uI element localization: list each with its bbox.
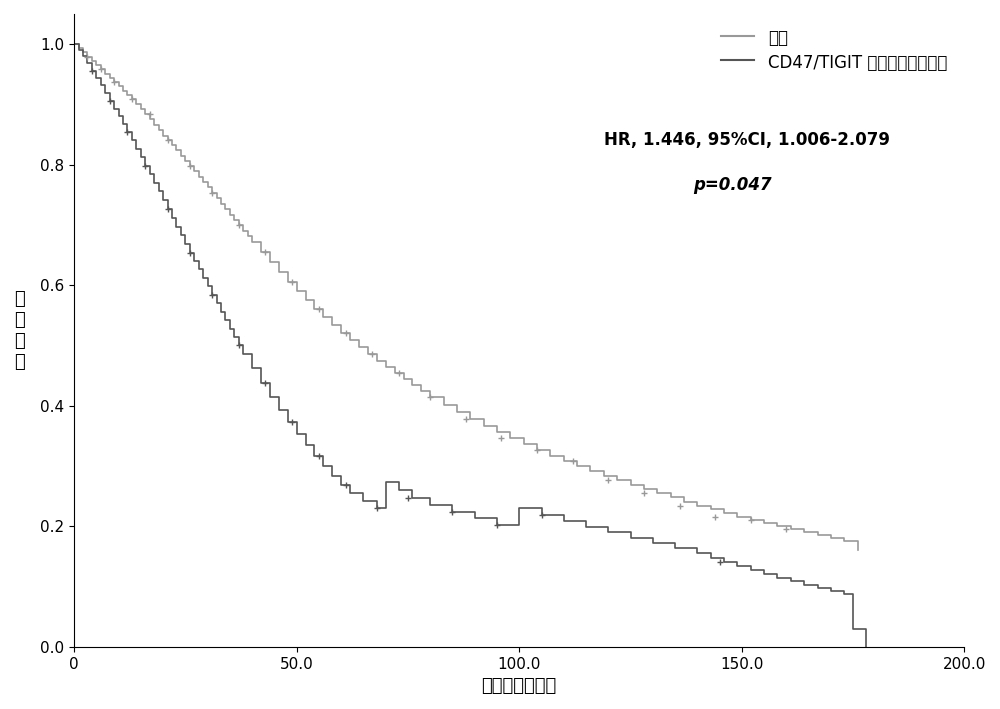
其他 [153,126,165,135]
CD47/TIGIT 转录水平双高表达 [68,40,80,48]
X-axis label: 生存时间（月）: 生存时间（月） [482,677,557,695]
CD47/TIGIT 转录水平双高表达 [580,523,592,531]
Line: 其他: 其他 [74,44,858,550]
CD47/TIGIT 转录水平双高表达 [153,187,165,196]
其他 [135,105,147,113]
Text: p=0.047: p=0.047 [693,176,771,194]
Y-axis label: 总
生
存
率: 总 生 存 率 [14,290,25,371]
Legend: 其他, CD47/TIGIT 转录水平双高表达: 其他, CD47/TIGIT 转录水平双高表达 [721,28,947,72]
其他 [121,91,133,99]
CD47/TIGIT 转录水平双高表达 [166,214,178,223]
Text: HR, 1.446, 95%CI, 1.006-2.079: HR, 1.446, 95%CI, 1.006-2.079 [604,131,890,150]
其他 [852,546,864,554]
CD47/TIGIT 转录水平双高表达 [237,350,249,358]
CD47/TIGIT 转录水平双高表达 [170,223,182,231]
其他 [68,40,80,48]
其他 [300,296,312,304]
Line: CD47/TIGIT 转录水平双高表达: CD47/TIGIT 转录水平双高表达 [74,44,866,647]
CD47/TIGIT 转录水平双高表达 [625,533,637,542]
其他 [478,421,490,430]
其他 [598,471,610,480]
CD47/TIGIT 转录水平双高表达 [860,642,872,651]
